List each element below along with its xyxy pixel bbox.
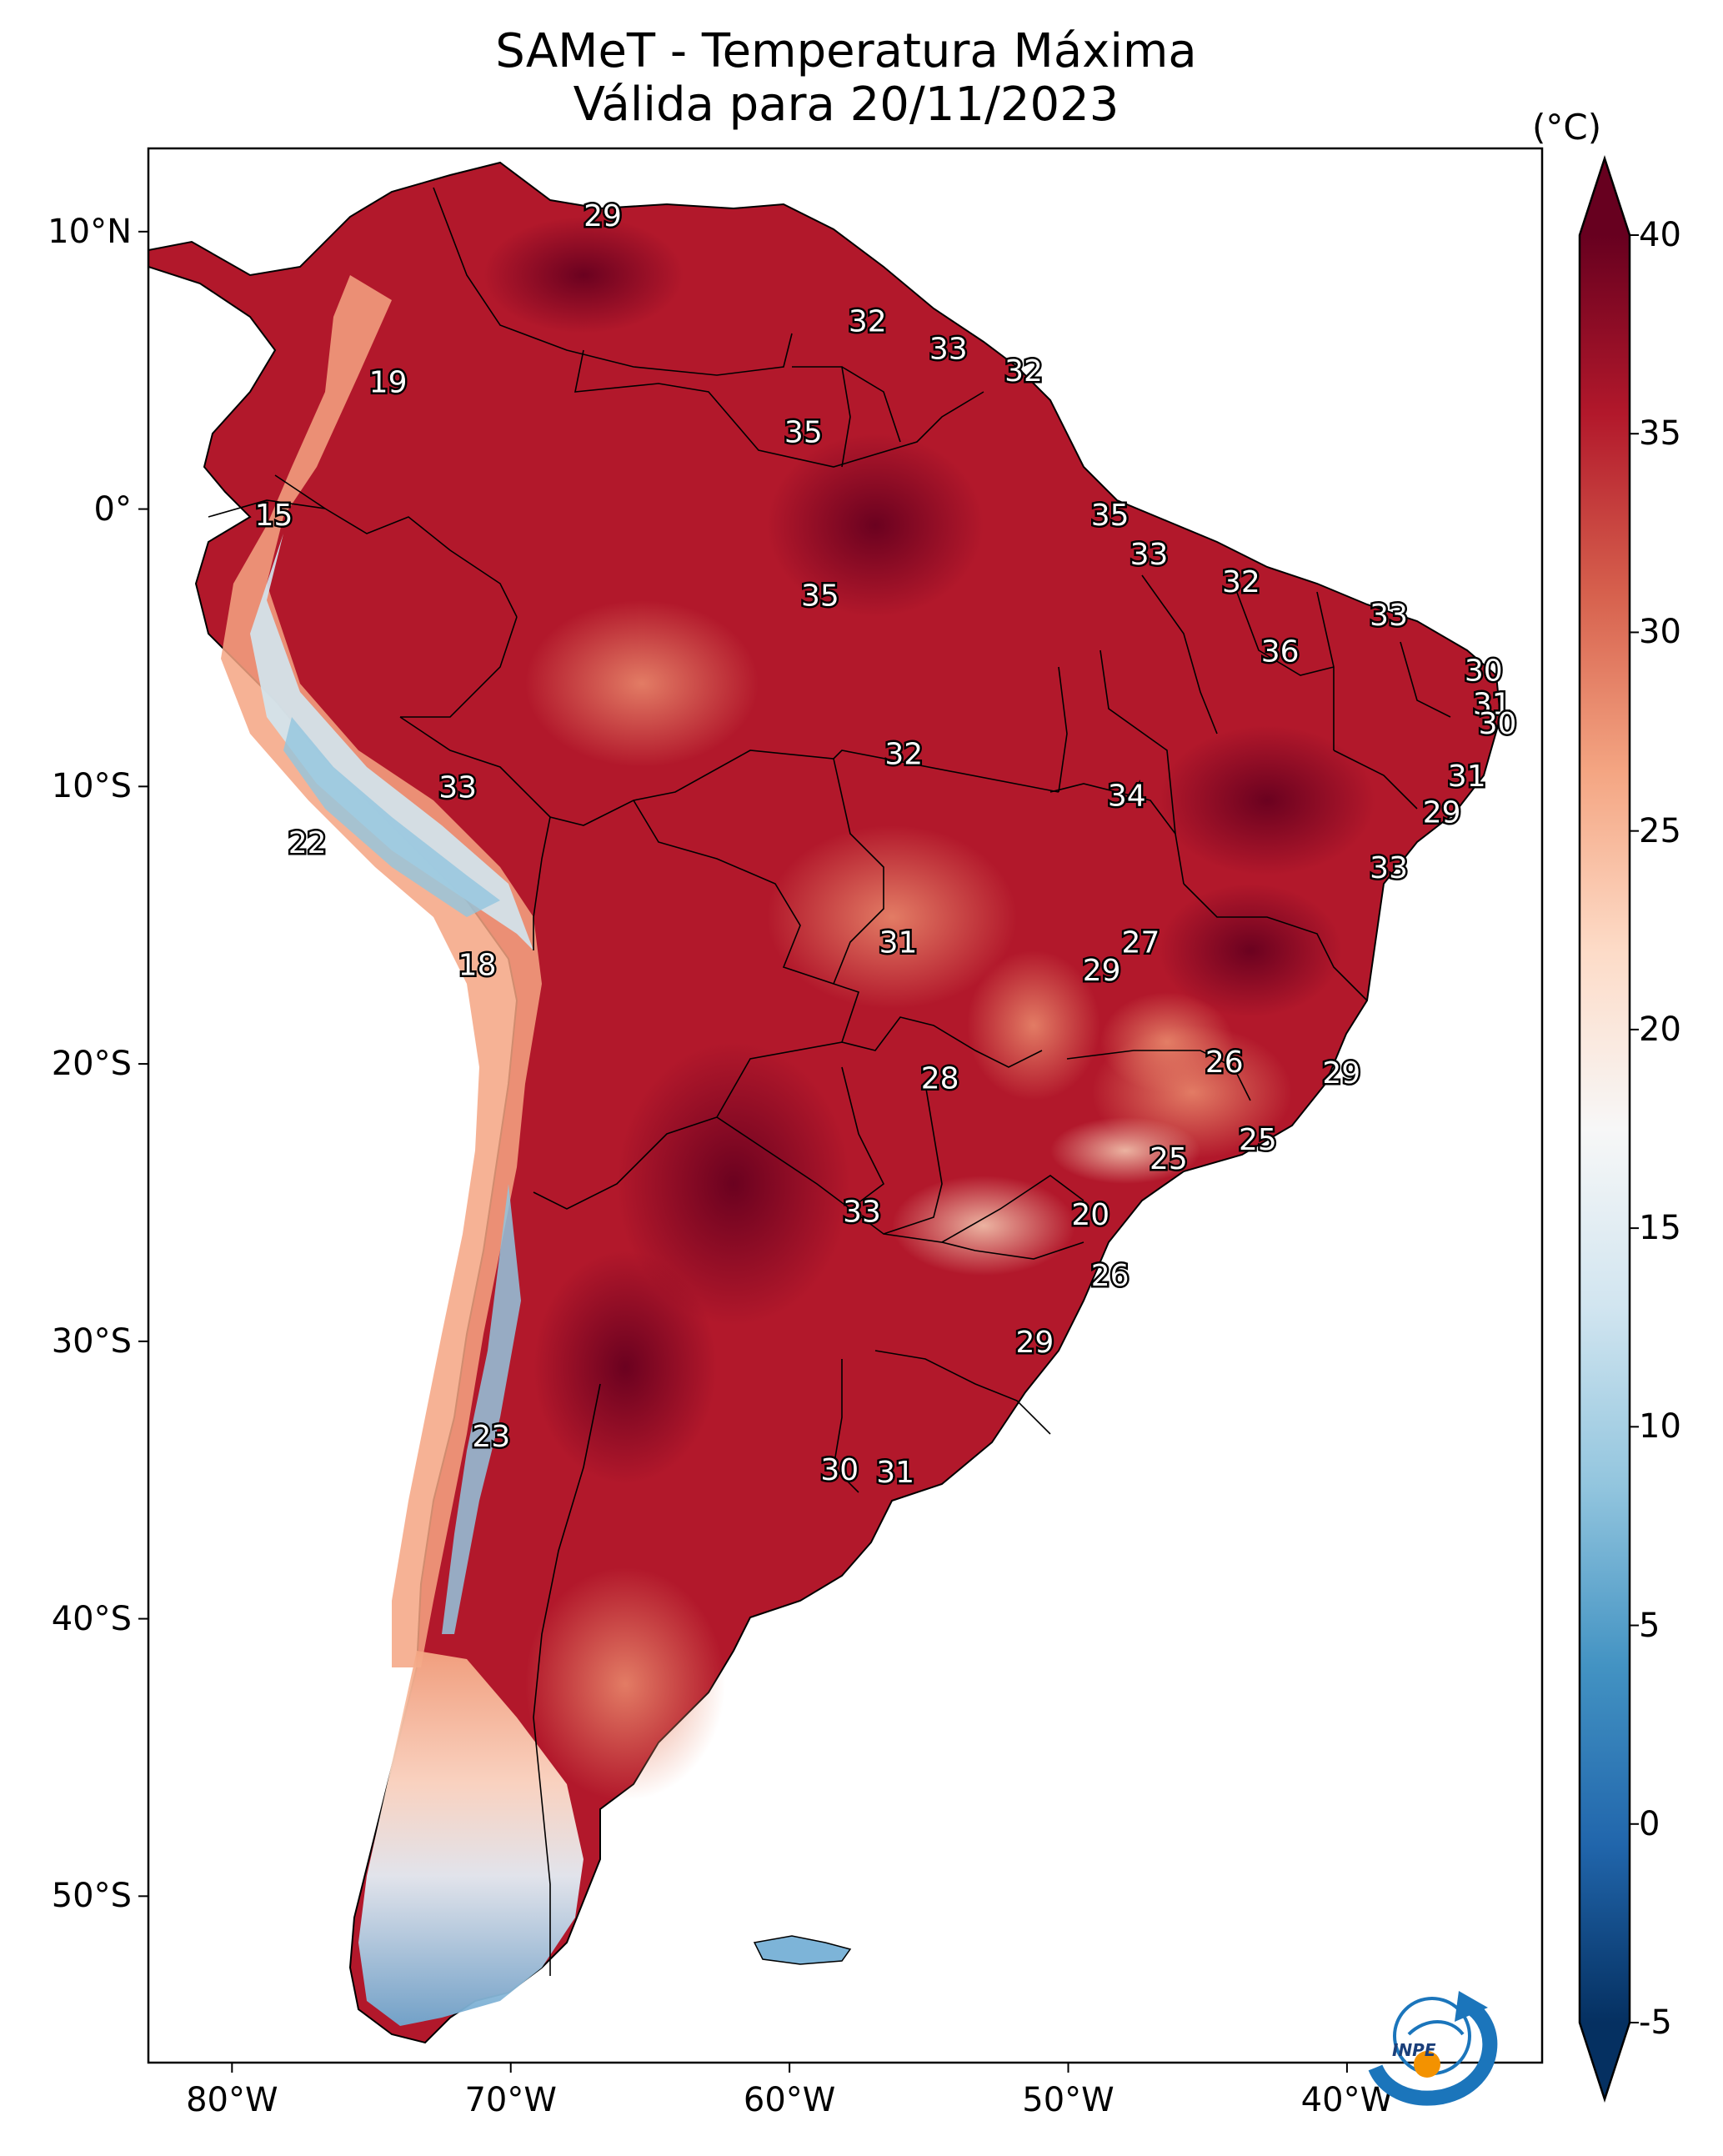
station-temperature-label: 29 [1322,1056,1360,1091]
map-title: SAMeT - Temperatura Máxima [495,24,1197,78]
station-temperature-label: 33 [843,1195,881,1229]
patagonia-cold [358,1651,584,2026]
colorbar-tick-label: 40 [1639,216,1681,254]
colorbar-tick-label: 10 [1639,1407,1681,1447]
lon-tick-label: 60°W [743,2081,836,2119]
station-temperature-label: 26 [1091,1259,1129,1293]
lon-tick-label: 40°W [1300,2081,1394,2119]
country-borders [208,187,1451,1976]
colorbar-tick-label: 20 [1639,1010,1681,1049]
station-temperature-label: 25 [1239,1123,1277,1157]
map-subtitle: Válida para 20/11/2023 [573,78,1119,132]
station-temperature-label: 30 [1479,707,1517,741]
logo-text: INPE [1392,2040,1436,2060]
lon-tick-label: 50°W [1022,2081,1114,2119]
station-temperature-label: 31 [876,1456,914,1490]
station-temperature-label: 32 [1222,565,1260,599]
station-temperature-label: 31 [1473,688,1511,722]
falkland-islands [753,1935,852,1965]
colorbar-tick-label: 35 [1639,414,1681,454]
chile-cool-strip [442,1184,521,1634]
station-temperature-label: 29 [1083,954,1121,988]
station-temperature-label: 33 [929,333,968,367]
lon-tick-label: 70°W [464,2081,557,2119]
station-temperature-label: 32 [1004,354,1043,389]
lon-tick-label: 80°W [186,2081,278,2119]
map-frame [147,147,1544,2064]
station-temperature-label: 23 [472,1420,510,1454]
colorbar-tick-label: 15 [1639,1209,1681,1248]
station-temperature-label: 29 [1423,795,1461,830]
lat-tick-label: 30°S [51,1321,132,1361]
station-temperature-label: 35 [784,415,823,449]
colorbar-tick-label: -5 [1639,2003,1672,2042]
colorbar [1578,154,1639,2103]
station-temperature-label: 26 [1205,1045,1244,1080]
lat-tick-label: 10°N [48,212,132,251]
station-temperature-label: 33 [438,770,477,805]
station-temperature-label: 27 [1122,926,1160,960]
station-temperature-label: 35 [1091,499,1129,533]
station-temperature-label: 30 [820,1453,859,1487]
latitude-ticks [138,230,148,1898]
station-temperature-label: 15 [255,499,293,533]
andes-cold-spots [283,717,500,917]
station-temperature-label: 19 [369,366,408,400]
andes-cold-core [250,534,533,950]
station-temperature-label: 29 [1015,1326,1054,1360]
station-temperature-label: 35 [801,579,839,614]
longitude-ticks [231,2063,1348,2073]
colorbar-tick-label: 30 [1639,613,1681,652]
lat-tick-label: 0° [93,489,132,529]
station-temperature-label: 32 [884,737,923,771]
station-temperature-label: 18 [458,948,497,982]
colorbar-tick-label: 25 [1639,811,1681,850]
station-temperature-label: 28 [921,1062,959,1096]
station-temperature-label: 31 [1448,760,1486,794]
colorbar-tick-label: 5 [1639,1606,1660,1645]
colorbar-unit: (°C) [1532,107,1602,148]
colorbar-tick-label: 0 [1639,1804,1660,1843]
station-temperature-label: 34 [1108,779,1146,813]
lat-tick-label: 40°S [51,1599,132,1638]
station-temperature-label: 20 [1071,1198,1109,1232]
station-temperature-label: 36 [1261,634,1300,669]
station-temperature-label: 33 [1130,538,1169,572]
lat-tick-label: 50°S [51,1877,132,1916]
station-temperature-label: 33 [1370,599,1408,633]
station-temperature-label: 30 [1465,654,1503,689]
station-temperature-label: 25 [1150,1142,1188,1176]
station-temperature-label: 29 [584,199,622,233]
station-temperature-label: 32 [849,304,887,338]
lat-tick-label: 20°S [51,1045,132,1084]
station-temperature-label: 22 [288,826,327,860]
station-temperature-label: 33 [1370,851,1408,885]
station-temperature-label: 31 [879,926,918,960]
inpe-logo: INPE [1368,1991,1498,2106]
andes-cool-band [221,275,542,1667]
lat-tick-label: 10°S [51,767,132,806]
